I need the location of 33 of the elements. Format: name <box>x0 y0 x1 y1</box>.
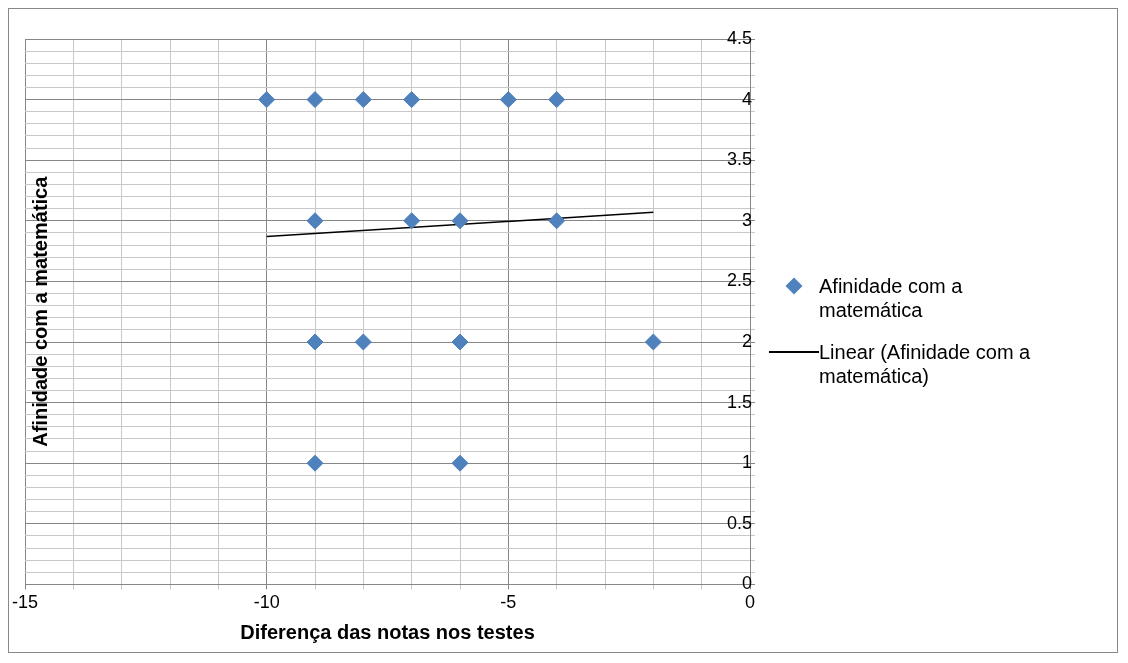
point <box>403 91 421 109</box>
point <box>306 333 324 351</box>
y-tick-label: 1 <box>741 452 752 473</box>
point <box>354 333 372 351</box>
point <box>451 454 469 472</box>
x-tick-label: -10 <box>253 592 280 613</box>
point <box>644 333 662 351</box>
point <box>403 212 421 230</box>
point <box>499 91 517 109</box>
x-axis-title: Diferença das notas nos testes <box>240 620 535 643</box>
point <box>306 212 324 230</box>
y-tick-label: 4.5 <box>726 27 752 48</box>
y-tick-label: 1.5 <box>726 391 752 412</box>
point <box>354 91 372 109</box>
y-tick-label: 3 <box>741 209 752 230</box>
y-tick-label: 4 <box>741 88 752 109</box>
legend-label: Linear (Afinidade com a matemática) <box>819 339 1032 388</box>
y-tick-label: 2 <box>741 330 752 351</box>
x-tick-label: -15 <box>12 592 39 613</box>
y-tick-label: 0.5 <box>726 512 752 533</box>
y-tick-label: 2.5 <box>726 270 752 291</box>
point <box>451 333 469 351</box>
y-tick-label: 0 <box>741 573 752 594</box>
point <box>451 212 469 230</box>
y-axis-title: Afinidade com a matemática <box>28 175 51 447</box>
legend-label: Afinidade com a matemática <box>819 273 964 322</box>
point <box>306 91 324 109</box>
x-tick-label: -5 <box>500 592 517 613</box>
y-tick-label: 3.5 <box>726 149 752 170</box>
point <box>548 212 566 230</box>
point <box>258 91 276 109</box>
point <box>548 91 566 109</box>
point <box>306 454 324 472</box>
